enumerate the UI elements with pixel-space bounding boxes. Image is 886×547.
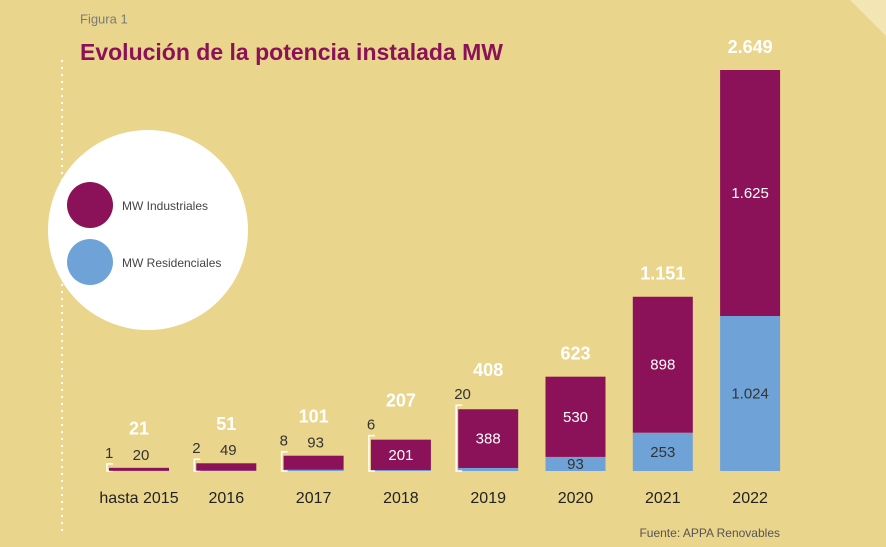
bracket <box>455 404 463 472</box>
x-tick-label: 2016 <box>209 490 245 507</box>
value-label: 20 <box>454 386 471 403</box>
x-tick-label: 2021 <box>645 490 681 507</box>
bracket <box>368 434 375 472</box>
total-label: 623 <box>560 343 590 363</box>
value-label: 1.625 <box>731 185 769 202</box>
bar-segment <box>545 456 606 471</box>
legend-icon <box>67 239 113 285</box>
x-tick-label: 2020 <box>558 490 594 507</box>
total-label: 21 <box>129 419 149 439</box>
total-label: 101 <box>299 406 329 426</box>
value-label: 93 <box>307 435 324 452</box>
total-label: 2.649 <box>728 37 773 57</box>
value-label: 1 <box>105 445 113 462</box>
bar-segment <box>283 469 344 471</box>
total-label: 51 <box>216 414 236 434</box>
bar-segment <box>370 470 431 471</box>
bar-segment <box>720 315 781 471</box>
bar-segment <box>109 467 169 471</box>
total-label: 1.151 <box>640 264 685 284</box>
x-tick-label: 2019 <box>470 490 506 507</box>
bracket <box>106 463 113 472</box>
legend-icon <box>67 182 113 228</box>
x-tick-label: hasta 2015 <box>99 490 178 507</box>
legend-panel <box>48 130 248 330</box>
bar-segment <box>545 376 606 457</box>
value-label: 898 <box>650 357 675 374</box>
value-label: 20 <box>133 447 150 464</box>
x-tick-label: 2017 <box>296 490 332 507</box>
figure-label: Figura 1 <box>80 11 128 26</box>
chart-title: Evolución de la potencia instalada MW <box>80 39 503 65</box>
value-label: 6 <box>367 417 375 434</box>
bar-segment <box>196 463 257 471</box>
bracket <box>280 450 288 472</box>
x-tick-label: 2022 <box>732 490 768 507</box>
bar-segment <box>632 432 693 471</box>
value-label: 530 <box>563 409 588 426</box>
value-label: 2 <box>192 440 200 457</box>
bar-segment <box>283 455 344 470</box>
bar-segment <box>370 439 431 471</box>
bracket <box>193 458 201 472</box>
bar-segment <box>458 467 519 471</box>
bar-segment <box>458 409 519 468</box>
bar-segment <box>632 296 693 433</box>
legend-label: MW Industriales <box>122 199 208 213</box>
value-label: 8 <box>280 433 288 450</box>
value-label: 49 <box>220 442 237 459</box>
corner <box>850 0 886 36</box>
value-label: 1.024 <box>731 385 769 402</box>
value-label: 253 <box>650 444 675 461</box>
total-label: 207 <box>386 390 416 410</box>
legend-label: MW Residenciales <box>122 256 221 270</box>
bar-segment <box>720 70 781 316</box>
source: Fuente: APPA Renovables <box>639 526 780 540</box>
value-label: 201 <box>388 447 413 464</box>
value-label: 388 <box>476 431 501 448</box>
total-label: 408 <box>473 360 503 380</box>
x-tick-label: 2018 <box>383 490 419 507</box>
value-label: 93 <box>567 456 584 473</box>
